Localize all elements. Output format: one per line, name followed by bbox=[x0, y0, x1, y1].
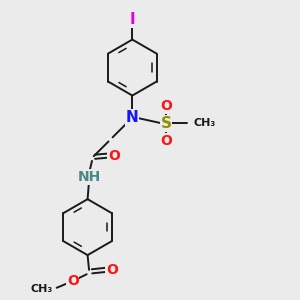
Text: O: O bbox=[106, 263, 118, 277]
Text: O: O bbox=[67, 274, 79, 288]
Text: N: N bbox=[126, 110, 139, 125]
Text: CH₃: CH₃ bbox=[31, 284, 53, 294]
Text: NH: NH bbox=[77, 170, 101, 184]
Text: I: I bbox=[130, 12, 135, 27]
Text: CH₃: CH₃ bbox=[194, 118, 216, 128]
Text: O: O bbox=[108, 148, 120, 163]
Text: O: O bbox=[160, 134, 172, 148]
Text: S: S bbox=[161, 116, 172, 131]
Text: O: O bbox=[160, 99, 172, 113]
